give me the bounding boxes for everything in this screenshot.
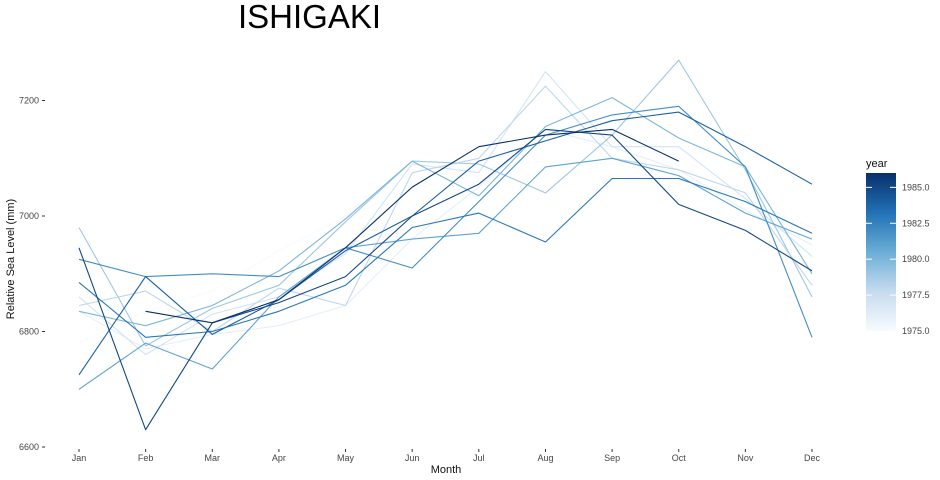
y-tick-label: 6600 bbox=[19, 442, 39, 452]
x-tick-label: Sep bbox=[604, 453, 620, 463]
legend-tick-label: 1985.0 bbox=[902, 182, 930, 192]
legend-tick-label: 1975.0 bbox=[902, 326, 930, 336]
series-line-1975 bbox=[78, 160, 813, 344]
x-tick-label: Nov bbox=[737, 453, 754, 463]
x-tick-label: Oct bbox=[672, 453, 687, 463]
y-axis: 6600 6800 7000 7200 bbox=[19, 96, 45, 452]
x-axis: Jan Feb Mar Apr May Jun Jul Aug Sep Oct Nov Dec bbox=[72, 449, 821, 463]
x-tick-label: Mar bbox=[205, 453, 221, 463]
series-line-1980 bbox=[78, 97, 813, 327]
series-line-1984 bbox=[78, 111, 813, 376]
x-tick-label: Feb bbox=[138, 453, 154, 463]
x-tick-label: Jan bbox=[72, 453, 87, 463]
series-lines bbox=[78, 59, 813, 431]
legend-title: year bbox=[866, 158, 888, 170]
y-tick-label: 7000 bbox=[19, 211, 39, 221]
x-tick-label: Jun bbox=[405, 453, 420, 463]
x-tick-label: Aug bbox=[537, 453, 553, 463]
legend-colorbar bbox=[866, 173, 896, 331]
series-line-1979 bbox=[78, 59, 813, 347]
x-tick-label: Dec bbox=[804, 453, 821, 463]
chart-title: ISHIGAKI bbox=[238, 0, 382, 35]
x-axis-title: Month bbox=[431, 464, 462, 476]
x-tick-label: Jul bbox=[473, 453, 485, 463]
x-tick-label: Apr bbox=[272, 453, 286, 463]
legend-tick-label: 1982.5 bbox=[902, 218, 930, 228]
series-line-1982 bbox=[78, 105, 813, 338]
series-line-1986 bbox=[145, 128, 679, 324]
series-line-1976 bbox=[78, 128, 813, 350]
series-line-1983 bbox=[78, 177, 813, 338]
legend: year 1975.0 1977.5 1980.0 1982.5 1985.0 bbox=[866, 158, 930, 336]
y-tick-label: 6800 bbox=[19, 327, 39, 337]
series-line-1981 bbox=[78, 157, 813, 390]
legend-tick-label: 1977.5 bbox=[902, 290, 930, 300]
legend-tick-label: 1980.0 bbox=[902, 254, 930, 264]
y-axis-title: Relative Sea Level (mm) bbox=[5, 199, 17, 319]
series-line-1978 bbox=[78, 85, 813, 333]
x-tick-label: May bbox=[337, 453, 355, 463]
y-tick-label: 7200 bbox=[19, 96, 39, 106]
series-line-1985 bbox=[78, 128, 813, 431]
